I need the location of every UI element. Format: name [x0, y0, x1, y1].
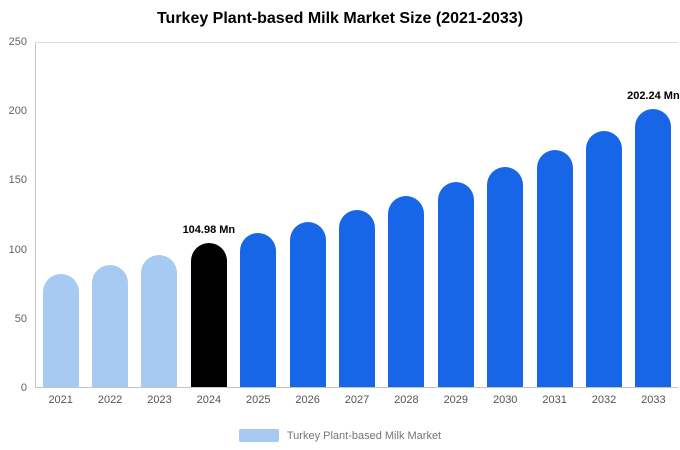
- plot-area: 2021 2022 2023 2024 104.98 Mn 2025 2026 2027 202…: [35, 42, 680, 406]
- bar-2031: [536, 150, 573, 387]
- bar-slot: 2026: [283, 43, 332, 406]
- bar-value-label: 104.98 Mn: [182, 223, 236, 236]
- x-axis-label: 2025: [246, 394, 271, 406]
- x-axis-label: 2030: [492, 394, 518, 406]
- bar-slot: 2022: [85, 43, 134, 406]
- bar-slot: 2027: [332, 43, 381, 406]
- bar-2028: [388, 195, 425, 387]
- bar-slot: 2029: [431, 43, 480, 406]
- x-axis-label: 2031: [542, 394, 567, 406]
- x-axis-label: 2026: [295, 394, 320, 406]
- bar-slot: 2031: [530, 43, 579, 406]
- legend-swatch: [238, 429, 279, 442]
- x-axis-label: 2023: [147, 394, 172, 406]
- legend: Turkey Plant-based Milk Market: [0, 429, 680, 442]
- bar-2026: [289, 221, 326, 387]
- x-axis-label: 2032: [591, 394, 617, 406]
- x-axis-label: 2027: [344, 394, 370, 406]
- bar-2033: [635, 108, 672, 387]
- y-tick-label: 150: [8, 174, 27, 187]
- bar-2030: [487, 166, 524, 387]
- bar-2029: [437, 181, 474, 387]
- x-axis-label: 2021: [48, 394, 73, 406]
- bar-2024: [190, 242, 227, 387]
- y-tick-label: 200: [8, 105, 27, 118]
- bar-2023: [141, 254, 178, 387]
- chart-title: Turkey Plant-based Milk Market Size (202…: [156, 10, 524, 27]
- bar-slot: 2032: [579, 43, 628, 406]
- y-axis: 0 50 100 150 200 250: [0, 36, 31, 394]
- bar-2032: [585, 131, 622, 387]
- y-tick-label: 100: [8, 243, 27, 256]
- bar-2027: [339, 209, 376, 387]
- bar-2021: [42, 274, 79, 387]
- bar-slot: 2024 104.98 Mn: [182, 43, 236, 406]
- x-axis-label: 2033: [641, 394, 666, 406]
- y-tick-label: 0: [20, 382, 27, 394]
- bar-slot: 2033 202.24 Mn: [627, 43, 680, 406]
- y-tick-label: 50: [14, 312, 27, 325]
- x-axis-label: 2028: [394, 394, 419, 406]
- bar-slot: 2030: [481, 43, 530, 406]
- bar-slot: 2025: [234, 43, 283, 406]
- bar-slot: 2028: [382, 43, 431, 406]
- x-axis-label: 2022: [97, 394, 123, 406]
- y-tick-label: 250: [8, 36, 27, 48]
- bar-2025: [240, 232, 277, 387]
- bar-slot: 2021: [36, 43, 85, 406]
- legend-label: Turkey Plant-based Milk Market: [286, 429, 442, 442]
- x-axis-label: 2029: [443, 394, 469, 406]
- bar-2022: [92, 264, 129, 387]
- x-axis-label: 2024: [196, 394, 222, 406]
- bar-value-label: 202.24 Mn: [627, 89, 680, 102]
- bar-slot: 2023: [135, 43, 184, 406]
